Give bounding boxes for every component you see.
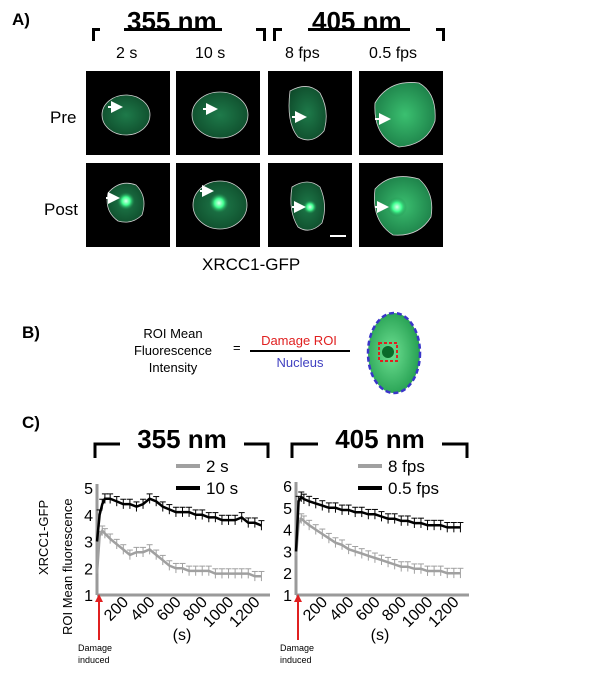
fraction-numerator: Damage ROI — [261, 333, 337, 348]
image-pre-8fps — [268, 71, 352, 155]
wavelength-355-label: 355 nm — [127, 6, 217, 36]
y-tick-label-0-1: 2 — [84, 561, 93, 578]
damage-arrowhead-0 — [95, 594, 103, 602]
x-tick-label-1-5: 1200 — [425, 594, 462, 631]
x-tick-label-1-2: 600 — [353, 594, 384, 625]
x-tick-label-1-0: 200 — [300, 594, 331, 625]
chart-bracket-left-1 — [290, 442, 318, 458]
damage-label-line1-1: Damage — [280, 643, 314, 653]
image-pre-10s — [176, 71, 260, 155]
panel-b-letter: B) — [22, 323, 40, 342]
condition-05fps-label: 0.5 fps — [369, 45, 418, 62]
legend-label-1-0: 8 fps — [388, 457, 425, 476]
fraction-bar — [250, 350, 350, 352]
nucleus-outline — [366, 311, 422, 395]
damage-spot — [382, 346, 394, 358]
x-tick-label-0-0: 200 — [101, 594, 132, 625]
y-tick-label-0-0: 1 — [84, 588, 93, 605]
x-axis-label-0: (s) — [173, 627, 192, 644]
y-tick-label-0-2: 3 — [84, 535, 93, 552]
series-line-1-1 — [294, 495, 461, 552]
x-tick-label-1-1: 400 — [327, 594, 358, 625]
condition-10s-label: 10 s — [195, 45, 226, 62]
x-tick-label-0-1: 400 — [128, 594, 159, 625]
row-post-label: Post — [44, 200, 79, 219]
series-line-0-1 — [95, 497, 262, 542]
condition-8fps-label: 8 fps — [285, 45, 320, 62]
damage-label-line2-0: induced — [78, 655, 110, 665]
x-tick-label-0-5: 1200 — [226, 594, 263, 631]
series-line-0-0 — [95, 528, 262, 578]
image-post-8fps — [268, 163, 352, 247]
legend-label-0-1: 10 s — [206, 479, 238, 498]
x-tick-label-0-2: 600 — [154, 594, 185, 625]
row-pre-label: Pre — [50, 108, 77, 127]
y-tick-label-1-1: 2 — [283, 566, 292, 583]
panel-a-letter: A) — [12, 10, 30, 29]
scale-bar — [330, 235, 346, 237]
image-pre-05fps — [359, 71, 443, 155]
image-post-05fps — [359, 163, 443, 247]
y-tick-label-0-4: 5 — [84, 481, 93, 498]
panel-a-caption: XRCC1-GFP — [202, 255, 301, 274]
damage-label-line2-1: induced — [280, 655, 312, 665]
equals-sign: = — [233, 340, 241, 355]
damage-label-line1-0: Damage — [78, 643, 112, 653]
y-tick-label-1-5: 6 — [283, 479, 292, 496]
y-tick-label-1-4: 5 — [283, 501, 292, 518]
image-post-2s — [86, 163, 170, 247]
y-tick-label-0-3: 4 — [84, 508, 93, 525]
image-post-10s — [176, 163, 260, 247]
series-line-1-0 — [294, 516, 461, 575]
lhs-line-1: ROI Mean — [143, 326, 203, 341]
lhs-line-3: Intensity — [148, 360, 198, 375]
x-axis-label-1: (s) — [371, 627, 390, 644]
chart-bracket-right-0 — [244, 442, 270, 458]
chart-bracket-left-0 — [93, 442, 120, 458]
bracket-355 — [92, 28, 266, 41]
y-tick-label-1-2: 3 — [283, 544, 292, 561]
fraction-denominator: Nucleus — [276, 355, 324, 370]
lhs-line-2: Fluorescence — [133, 343, 213, 358]
damage-roi-box — [378, 342, 398, 362]
damage-arrowhead-1 — [294, 594, 302, 602]
panel-c-letter: C) — [22, 413, 40, 432]
condition-2s-label: 2 s — [116, 45, 138, 62]
chart-bracket-right-1 — [442, 442, 469, 458]
legend-label-0-0: 2 s — [206, 457, 229, 476]
legend-label-1-1: 0.5 fps — [388, 479, 439, 498]
nucleus-roi-diagram — [366, 311, 422, 395]
roi-definition-lhs: ROI Mean Fluorescence Intensity — [118, 325, 228, 376]
wavelength-405-label: 405 nm — [312, 6, 402, 36]
bracket-405 — [273, 28, 445, 41]
chart-title-1: 405 nm — [335, 424, 425, 454]
y-tick-label-1-0: 1 — [283, 588, 292, 605]
image-pre-2s — [86, 71, 170, 155]
y-tick-label-1-3: 4 — [283, 523, 292, 540]
chart-title-0: 355 nm — [137, 424, 227, 454]
